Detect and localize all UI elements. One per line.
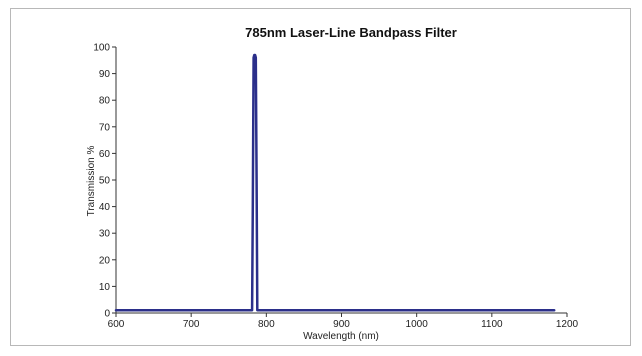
plot-area [114,53,556,312]
x-tick-label: 1200 [556,319,579,330]
y-tick-label: 60 [99,149,111,160]
transmission-series-line [114,53,556,312]
y-tick-label: 80 [99,96,111,107]
y-tick-label: 40 [99,202,111,213]
x-tick-label: 800 [258,319,275,330]
y-tick-label: 50 [99,176,111,187]
chart-title: 785nm Laser-Line Bandpass Filter [245,25,457,40]
y-tick-label: 90 [99,69,111,80]
y-axis-label: Transmission % [86,146,97,217]
y-tick-label: 20 [99,255,111,266]
axes [115,47,567,314]
x-tick-label: 900 [333,319,350,330]
y-tick-label: 0 [104,309,110,320]
y-tick-label: 10 [99,282,111,293]
x-tick-label: 1000 [406,319,429,330]
x-axis-label: Wavelength (nm) [303,331,379,342]
x-tick-label: 600 [108,319,125,330]
y-tick-label: 30 [99,229,111,240]
y-tick-label: 100 [93,43,110,54]
x-tick-label: 1100 [481,319,503,330]
y-tick-label: 70 [99,122,111,133]
y-axis-ticks: 0 10 20 30 40 50 60 70 80 90 100 [93,43,116,320]
chart-frame [10,8,631,346]
x-axis-ticks: 600 700 800 900 1000 1100 1200 [108,313,579,330]
x-tick-label: 700 [183,319,200,330]
